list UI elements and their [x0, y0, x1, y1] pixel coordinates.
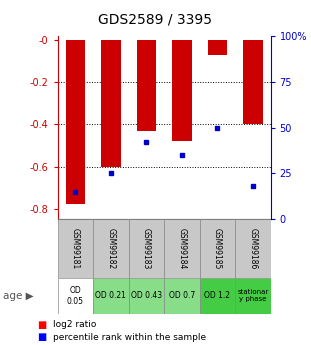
- Text: stationar
y phase: stationar y phase: [237, 289, 268, 302]
- Text: GSM99181: GSM99181: [71, 228, 80, 269]
- Text: GDS2589 / 3395: GDS2589 / 3395: [99, 12, 212, 26]
- Text: OD 1.2: OD 1.2: [204, 291, 230, 300]
- Bar: [200, 219, 235, 278]
- Text: OD 0.7: OD 0.7: [169, 291, 195, 300]
- Text: GSM99185: GSM99185: [213, 228, 222, 269]
- Text: percentile rank within the sample: percentile rank within the sample: [53, 333, 206, 342]
- Bar: [164, 219, 200, 278]
- Bar: [207, 40, 227, 55]
- Bar: [93, 219, 128, 278]
- Bar: [137, 40, 156, 131]
- Text: OD 0.21: OD 0.21: [95, 291, 126, 300]
- Text: OD
0.05: OD 0.05: [67, 286, 84, 306]
- Text: log2 ratio: log2 ratio: [53, 321, 96, 329]
- Bar: [93, 278, 128, 314]
- Text: age ▶: age ▶: [3, 291, 34, 301]
- Bar: [164, 278, 200, 314]
- Bar: [66, 40, 85, 204]
- Bar: [101, 40, 121, 167]
- Text: GSM99186: GSM99186: [248, 228, 257, 269]
- Text: GSM99183: GSM99183: [142, 228, 151, 269]
- Bar: [128, 219, 164, 278]
- Bar: [172, 40, 192, 141]
- Text: ■: ■: [37, 320, 47, 330]
- Bar: [235, 278, 271, 314]
- Bar: [58, 278, 93, 314]
- Bar: [200, 278, 235, 314]
- Text: OD 0.43: OD 0.43: [131, 291, 162, 300]
- Bar: [243, 40, 262, 125]
- Bar: [128, 278, 164, 314]
- Text: ■: ■: [37, 333, 47, 342]
- Bar: [58, 219, 93, 278]
- Bar: [235, 219, 271, 278]
- Text: GSM99184: GSM99184: [177, 228, 186, 269]
- Text: GSM99182: GSM99182: [106, 228, 115, 269]
